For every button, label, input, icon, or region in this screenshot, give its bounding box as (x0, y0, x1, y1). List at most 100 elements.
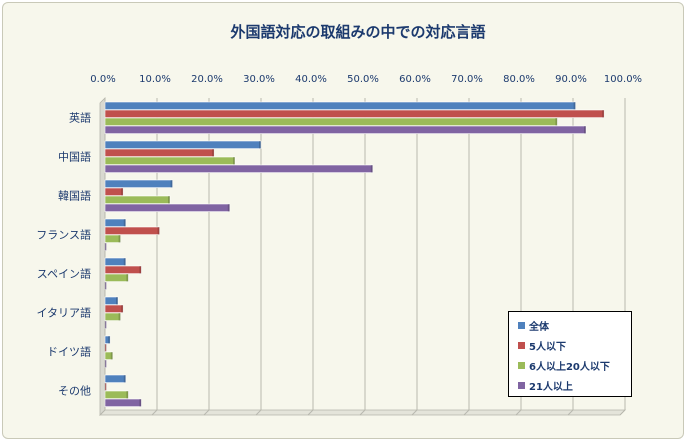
x-tick-label: 70.0% (451, 74, 483, 85)
x-tick-label: 50.0% (347, 74, 379, 85)
bar-edge (126, 391, 129, 399)
bar (104, 187, 124, 196)
bar-edge (118, 235, 121, 243)
bar (104, 296, 119, 305)
chart-title: 外国語対応の取組みの中での対応言語 (229, 23, 485, 41)
bar-edge (139, 399, 142, 407)
bar-edge (168, 196, 170, 204)
category-label: 中国語 (58, 150, 91, 164)
bar (104, 218, 127, 227)
gridline-floor (619, 409, 626, 416)
bar-edge (212, 149, 215, 157)
x-tick-label: 10.0% (139, 74, 171, 85)
bar (104, 382, 107, 391)
category-label: ドイツ語 (47, 345, 91, 359)
category-label: イタリア語 (36, 306, 91, 320)
bar (104, 164, 374, 173)
x-tick-label: 100.0% (604, 74, 642, 85)
legend-item: 全体 (518, 315, 631, 335)
bar (104, 273, 129, 282)
bar-edge (121, 188, 124, 196)
gridline-floor (255, 409, 262, 416)
gridline-floor (151, 409, 158, 416)
category-label: 英語 (69, 111, 91, 125)
bar-edge (170, 180, 173, 188)
gridline-floor (359, 409, 366, 416)
bar-edge (110, 352, 113, 360)
bar-edge (104, 282, 107, 290)
legend-swatch (518, 321, 525, 329)
bar-edge (227, 204, 230, 212)
bar (104, 335, 111, 344)
bar-edge (104, 383, 107, 391)
bars (104, 101, 605, 407)
bar (104, 140, 262, 149)
bar (104, 351, 114, 360)
bar (104, 234, 121, 243)
x-tick-label: 60.0% (399, 74, 431, 85)
bar (104, 312, 121, 321)
legend-item: 6人以上20人以下 (518, 355, 631, 375)
x-tick-label: 80.0% (503, 74, 535, 85)
gridline-floor (411, 409, 418, 416)
legend-swatch (518, 361, 525, 369)
bar (104, 281, 107, 290)
bar-edge (259, 141, 261, 149)
bar (104, 265, 142, 274)
bar-edge (104, 243, 107, 251)
bar (104, 203, 231, 212)
category-label: フランス語 (36, 228, 91, 242)
legend-swatch (518, 381, 525, 389)
x-tick-label: 0.0% (90, 74, 115, 85)
category-label: 韓国語 (58, 189, 91, 203)
legend-label: 21人以上 (529, 381, 573, 393)
legend-item: 21人以上 (518, 375, 631, 395)
axis-wall (99, 97, 106, 416)
bar-edge (584, 126, 586, 134)
legend-label: 5人以下 (529, 341, 566, 353)
legend-label: 6人以上20人以下 (529, 361, 610, 373)
bar-edge (126, 274, 129, 282)
bar-edge (104, 344, 107, 352)
x-axis-ticks: 0.0% 10.0% 20.0% 30.0% 40.0% 50.0% 60.0% 70.0% 8… (90, 74, 642, 85)
x-tick-label: 90.0% (555, 74, 587, 85)
bar-edge (157, 227, 160, 235)
x-tick-label: 40.0% (295, 74, 327, 85)
bar-edge (123, 219, 126, 227)
x-tick-label: 30.0% (243, 74, 275, 85)
bar (104, 257, 127, 266)
bar (104, 343, 107, 352)
bar-edge (118, 313, 121, 321)
bar-edge (121, 305, 124, 313)
bar-edge (370, 165, 373, 173)
bar (104, 101, 576, 110)
bar-edge (555, 118, 558, 126)
bar-edge (139, 266, 142, 274)
gridline-floor (307, 409, 314, 416)
gridline-floor (463, 409, 470, 416)
legend-swatch (518, 341, 525, 349)
bar (104, 148, 215, 157)
bar-edge (573, 102, 576, 110)
bar (104, 195, 171, 204)
bar (104, 125, 587, 134)
bar (104, 390, 129, 399)
bar (104, 109, 605, 118)
bar (104, 156, 236, 165)
bar-edge (602, 110, 605, 118)
bar (104, 359, 107, 368)
bar (104, 226, 160, 235)
bar-edge (233, 157, 235, 165)
bar-edge (116, 297, 118, 305)
x-tick-label: 20.0% (191, 74, 223, 85)
gridline-floor (203, 409, 210, 416)
bar (104, 117, 558, 126)
legend-item: 5人以下 (518, 335, 631, 355)
bar-edge (104, 360, 107, 368)
bar-edge (123, 375, 126, 383)
bar (104, 304, 124, 313)
bar (104, 398, 142, 407)
bar (104, 374, 127, 383)
